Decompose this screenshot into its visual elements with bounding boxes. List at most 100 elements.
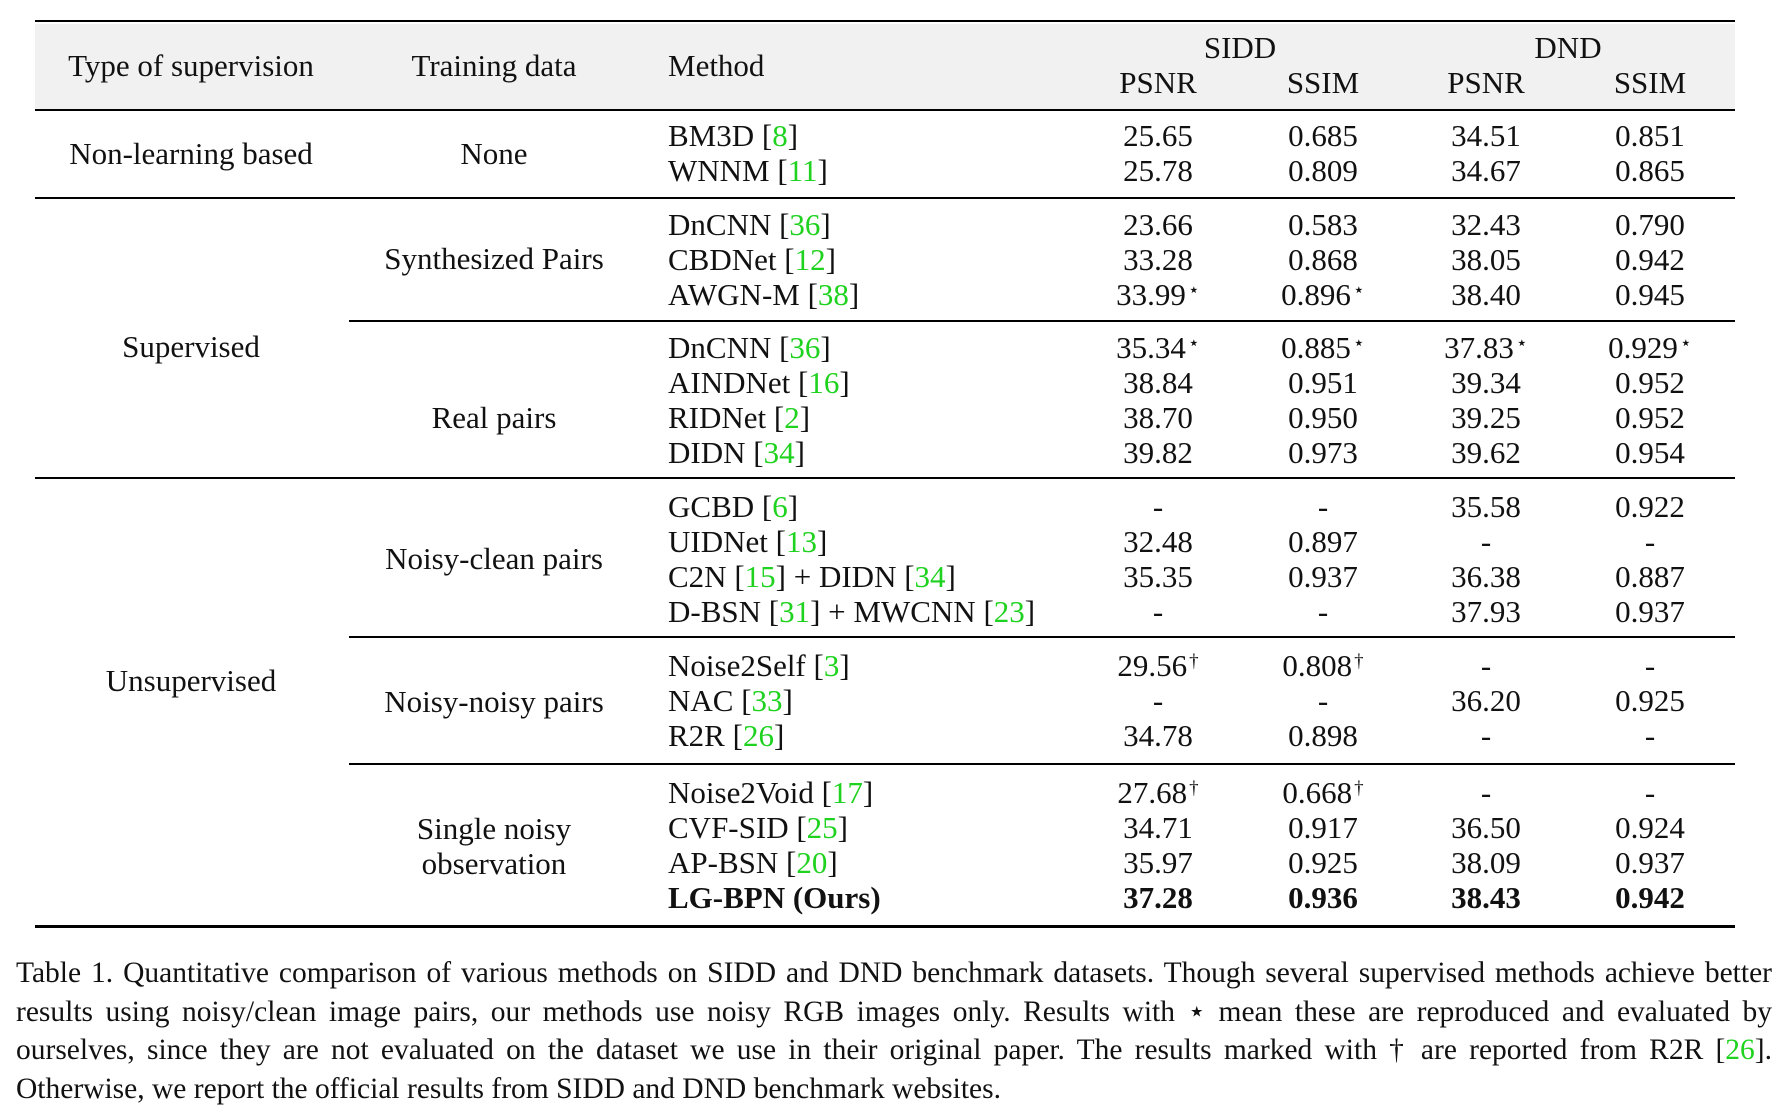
sidd-psnr-cell: 35.97: [1123, 845, 1193, 881]
cell-value: 0.952: [1615, 365, 1685, 400]
cell-value: 0.887: [1615, 559, 1685, 594]
dnd-psnr-cell: 36.38: [1451, 559, 1521, 595]
citation-link[interactable]: 31: [779, 594, 811, 629]
sidd-psnr-cell: 35.35: [1123, 559, 1193, 595]
header-dnd-ssim: SSIM: [1613, 65, 1687, 100]
cell-value: 38.84: [1123, 365, 1193, 400]
method-cell: CVF-SID [25]: [668, 810, 848, 845]
dnd-ssim-cell: 0.925: [1615, 683, 1685, 719]
method-cell: C2N [15] + DIDN [34]: [668, 559, 956, 594]
citation-link[interactable]: 20: [796, 845, 828, 880]
dnd-psnr-cell: -: [1481, 775, 1491, 811]
citation-link[interactable]: 3: [823, 648, 840, 683]
training-none: None: [460, 136, 528, 171]
method-cell: GCBD [6]: [668, 489, 799, 524]
method-name: Noise2Void: [668, 775, 814, 810]
cell-value: -: [1480, 775, 1492, 810]
group-unsupervised: Unsupervised: [105, 663, 277, 698]
citation-link[interactable]: 17: [831, 775, 863, 810]
citation-link[interactable]: 2: [784, 400, 800, 435]
citation-link[interactable]: 36: [789, 207, 821, 242]
sidd-psnr-cell: 37.28: [1123, 880, 1193, 916]
method-name: R2R: [668, 718, 725, 753]
training-noisy-noisy: Noisy-noisy pairs: [384, 684, 604, 719]
cell-value: 38.40: [1451, 277, 1521, 312]
method-cell: WNNM [11]: [668, 153, 828, 188]
citation-link[interactable]: 34: [763, 435, 795, 470]
dnd-psnr-cell: 39.25: [1451, 400, 1521, 436]
cell-value: 0.936: [1288, 880, 1358, 915]
dnd-psnr-cell: 35.58: [1451, 489, 1521, 525]
cell-value: -: [1480, 718, 1492, 753]
citation-link[interactable]: 8: [772, 118, 788, 153]
dnd-psnr-cell: 39.62: [1451, 435, 1521, 471]
dnd-psnr-cell: 36.20: [1451, 683, 1521, 719]
header-training-data: Training data: [411, 48, 577, 83]
sidd-ssim-cell: 0.896 ⋆: [1281, 277, 1365, 313]
caption-text-2: mean these are reproduced and evaluated …: [16, 995, 1772, 1067]
dnd-psnr-cell: -: [1481, 648, 1491, 684]
sidd-ssim-cell: 0.925: [1288, 845, 1358, 881]
method-name: BM3D: [668, 118, 755, 153]
header-dnd: DND: [1534, 30, 1602, 65]
citation-link[interactable]: 15: [744, 559, 776, 594]
sidd-ssim-cell: -: [1318, 489, 1328, 525]
citation-link[interactable]: 11: [787, 153, 818, 188]
cell-value: 0.897: [1288, 524, 1358, 559]
sidd-ssim-cell: 0.950: [1288, 400, 1358, 436]
dnd-ssim-cell: 0.942: [1615, 242, 1685, 278]
sidd-ssim-cell: 0.668 †: [1282, 775, 1363, 811]
method-name: AWGN-M: [668, 277, 800, 312]
dnd-ssim-cell: 0.945: [1615, 277, 1685, 313]
dnd-ssim-cell: 0.952: [1615, 400, 1685, 436]
method-cell: CBDNet [12]: [668, 242, 836, 277]
sidd-ssim-cell: 0.898: [1288, 718, 1358, 754]
cell-value: 0.668: [1282, 775, 1353, 810]
cell-value: -: [1152, 594, 1164, 629]
dagger-mark: †: [1354, 778, 1364, 799]
citation-link[interactable]: 26: [742, 718, 774, 753]
citation-link[interactable]: 33: [751, 683, 783, 718]
method-cell: LG-BPN (Ours): [668, 880, 881, 916]
method-name: CBDNet: [668, 242, 777, 277]
citation-link[interactable]: 23: [993, 594, 1025, 629]
star-mark: ⋆: [1187, 280, 1200, 301]
sidd-psnr-cell: 27.68 †: [1117, 775, 1198, 811]
cell-value: 32.48: [1123, 524, 1193, 559]
sidd-psnr-cell: 34.71: [1123, 810, 1193, 846]
cell-value: 0.917: [1288, 810, 1358, 845]
cell-value: 38.43: [1451, 880, 1521, 915]
cell-value: 0.790: [1615, 207, 1685, 242]
sidd-ssim-cell: 0.897: [1288, 524, 1358, 560]
cell-value: 0.922: [1615, 489, 1685, 524]
cell-value: 25.65: [1123, 118, 1193, 153]
method-name: AINDNet: [668, 365, 791, 400]
dnd-psnr-cell: 36.50: [1451, 810, 1521, 846]
method-name: DnCNN: [668, 330, 772, 365]
sidd-ssim-cell: 0.951: [1288, 365, 1358, 401]
cell-value: 34.71: [1123, 810, 1193, 845]
citation-link[interactable]: 13: [785, 524, 817, 559]
header-rule: [35, 109, 1735, 111]
citation-link[interactable]: 25: [806, 810, 838, 845]
cell-value: 0.937: [1288, 559, 1358, 594]
citation-link[interactable]: 38: [817, 277, 849, 312]
cell-value: 37.28: [1123, 880, 1193, 915]
sidd-psnr-cell: 38.70: [1123, 400, 1193, 436]
citation-link[interactable]: 12: [794, 242, 826, 277]
citation-link[interactable]: 34: [914, 559, 946, 594]
citation-link[interactable]: 16: [808, 365, 840, 400]
citation-link[interactable]: 6: [772, 489, 788, 524]
cell-value: 0.865: [1615, 153, 1685, 188]
caption-cite[interactable]: 26: [1725, 1034, 1755, 1066]
table-caption: Table 1. Quantitative comparison of vari…: [16, 954, 1772, 1108]
method-cell: D-BSN [31] + MWCNN [23]: [668, 594, 1036, 629]
method-cell: UIDNet [13]: [668, 524, 828, 559]
star-mark: ⋆: [1352, 280, 1365, 301]
group-supervised: Supervised: [122, 329, 260, 364]
cell-value: -: [1644, 524, 1656, 559]
citation-link[interactable]: 36: [789, 330, 821, 365]
cell-value: 35.35: [1123, 559, 1193, 594]
sidd-ssim-cell: 0.808 †: [1282, 648, 1363, 684]
method-cell: AINDNet [16]: [668, 365, 850, 400]
